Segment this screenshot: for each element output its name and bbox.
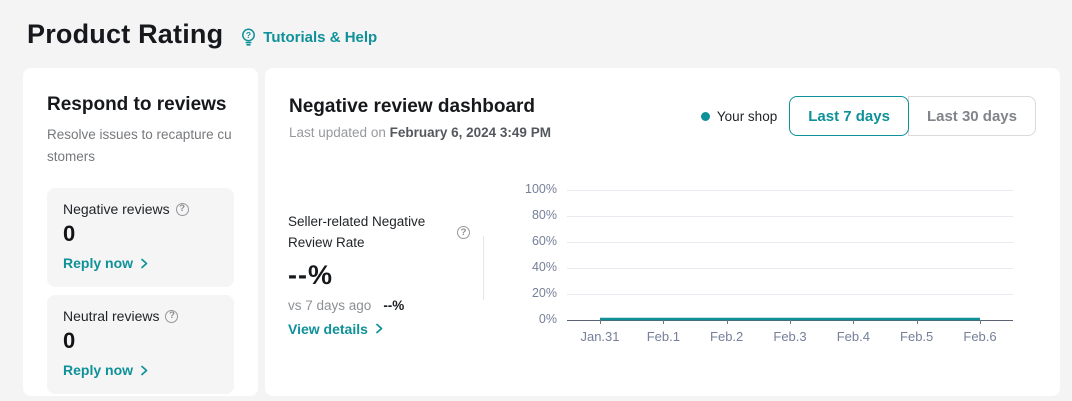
x-axis-tick-label: Feb.2 (710, 329, 744, 344)
dashboard-title-block: Negative review dashboard Last updated o… (289, 96, 551, 140)
x-axis-tick-label: Feb.3 (773, 329, 807, 344)
negative-reply-now-link[interactable]: Reply now (63, 255, 149, 271)
y-axis-tick-label: 80% (531, 208, 557, 222)
x-axis-tick (790, 320, 791, 324)
gridline (567, 267, 1013, 269)
gridline (567, 189, 1013, 191)
x-axis-tick-label: Feb.1 (646, 329, 680, 344)
help-circle-icon[interactable]: ? (175, 202, 189, 216)
help-circle-icon[interactable]: ? (165, 309, 179, 323)
top-header: Product Rating ? Tutorials & Help (0, 0, 1072, 68)
x-axis-tick (663, 320, 665, 324)
x-axis-tick (726, 320, 728, 324)
view-details-link[interactable]: View details (288, 321, 384, 337)
neutral-reviews-label: Neutral reviews (63, 308, 160, 325)
negative-reviews-label: Negative reviews (63, 201, 170, 218)
negative-review-dashboard-panel: Negative review dashboard Last updated o… (265, 68, 1060, 396)
y-axis-tick-label: 60% (531, 234, 557, 248)
x-axis-tick (980, 320, 981, 324)
chevron-right-icon (376, 323, 383, 334)
last-30-days-button[interactable]: Last 30 days (907, 96, 1036, 136)
gridline (567, 215, 1013, 217)
negative-reviews-card: Negative reviews ? 0 Reply now (47, 188, 234, 288)
svg-text:?: ? (246, 30, 251, 40)
dashboard-title: Negative review dashboard (289, 96, 536, 117)
tutorials-help-link[interactable]: ? Tutorials & Help (240, 28, 377, 46)
negative-reviews-count: 0 (63, 221, 76, 247)
your-shop-legend-dot (700, 111, 710, 121)
metric-compare-value: --% (383, 297, 405, 313)
x-axis-tick (600, 320, 601, 324)
y-axis-tick-label: 20% (531, 286, 557, 300)
reply-now-label: Reply now (63, 362, 134, 379)
respond-to-reviews-panel: Respond to reviews Resolve issues to rec… (23, 68, 258, 396)
last-7-days-button[interactable]: Last 7 days (789, 96, 909, 136)
main-content: Respond to reviews Resolve issues to rec… (23, 68, 1060, 396)
y-axis-tick-label: 40% (531, 260, 557, 274)
neutral-reviews-card: Neutral reviews ? 0 Reply now (47, 295, 234, 395)
dashboard-header: Negative review dashboard Last updated o… (289, 96, 1036, 140)
chevron-right-icon (141, 258, 148, 269)
neutral-reviews-count: 0 (63, 328, 76, 354)
help-bulb-icon: ? (242, 28, 256, 46)
last-updated: Last updated on February 6, 2024 3:49 PM (289, 125, 551, 140)
neutral-reply-now-link[interactable]: Reply now (63, 362, 149, 378)
seller-negative-rate-metric: Seller-related Negative Review Rate ? --… (288, 212, 470, 339)
dashboard-controls: Your shop Last 7 days Last 30 days (700, 96, 1036, 136)
negative-reviews-label-row: Negative reviews ? (63, 201, 218, 217)
metric-value: --% (288, 259, 333, 290)
respond-panel-subtitle: Resolve issues to recapture customers (47, 127, 232, 164)
metric-chart-divider (483, 236, 484, 300)
tutorials-help-label: Tutorials & Help (263, 28, 378, 46)
chevron-right-icon (141, 365, 148, 376)
metric-compare: vs 7 days ago --% (288, 298, 470, 313)
metric-label-row: Seller-related Negative Review Rate ? (288, 212, 470, 254)
neutral-reviews-label-row: Neutral reviews ? (63, 308, 218, 324)
x-axis-tick-label: Feb.4 (836, 329, 870, 344)
x-axis-tick (916, 320, 918, 324)
chart-legend: Your shop (700, 108, 778, 124)
gridline (567, 293, 1013, 295)
x-axis-tick-label: Feb.6 (963, 329, 997, 344)
last-updated-value: February 6, 2024 3:49 PM (389, 125, 551, 140)
help-circle-icon[interactable]: ? (457, 226, 470, 240)
y-axis-tick-label: 100% (525, 182, 557, 196)
your-shop-legend-label: Your shop (716, 108, 778, 124)
respond-panel-title: Respond to reviews (47, 94, 227, 115)
y-axis-tick-label: 0% (538, 312, 557, 326)
your-shop-data-line (600, 317, 980, 321)
last-updated-prefix: Last updated on (289, 125, 386, 140)
metric-label: Seller-related Negative Review Rate (288, 214, 426, 250)
page-title: Product Rating (27, 18, 224, 49)
x-axis-tick-label: Feb.5 (900, 329, 934, 344)
view-details-label: View details (288, 320, 368, 337)
date-range-group: Last 7 days Last 30 days (789, 96, 1036, 136)
reply-now-label: Reply now (63, 255, 134, 272)
metric-compare-prefix: vs 7 days ago (288, 297, 372, 313)
gridline (567, 241, 1013, 243)
negative-rate-line-chart: 0% 20% 40% 60% 80% 100% Jan.31 Feb.1 Feb.2 Feb.3 F… (265, 68, 1060, 396)
x-axis-tick-label: Jan.31 (580, 329, 620, 344)
x-axis-tick (853, 320, 855, 324)
